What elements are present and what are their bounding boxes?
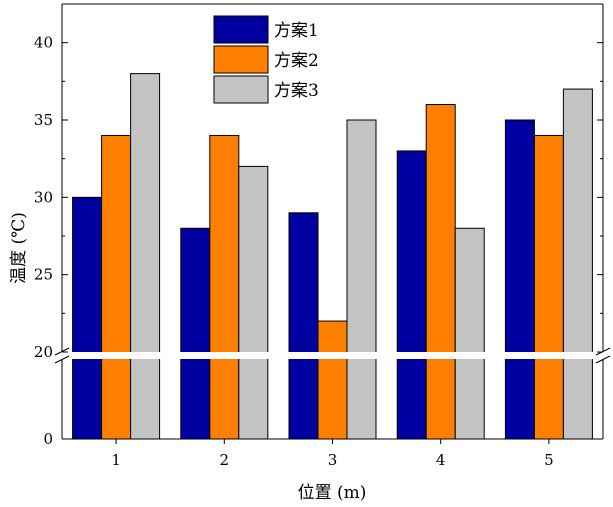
bar-方案1-1 (72, 196, 103, 440)
y-tick-label-20: 20 (34, 343, 53, 361)
bar-方案3-1 (130, 73, 161, 440)
y-axis-title: 温度 (℃) (9, 212, 29, 284)
bar-方案2-5 (533, 134, 564, 440)
bar-方案3-4 (454, 227, 485, 440)
bar-方案1-2 (180, 227, 211, 440)
break-mark-right-bottom (595, 355, 611, 364)
bar-方案1-5 (504, 119, 535, 440)
bar-方案2-1 (101, 134, 132, 440)
y-tick-label-30: 30 (34, 188, 53, 206)
bar-方案3-3 (346, 119, 377, 440)
x-tick-label-1: 1 (111, 451, 121, 469)
bar-方案1-3 (288, 212, 319, 440)
bars-layer (72, 73, 593, 440)
bar-方案3-5 (562, 88, 593, 440)
x-tick-label-4: 4 (436, 451, 446, 469)
x-tick-label-3: 3 (328, 451, 338, 469)
x-axis-title: 位置 (m) (298, 483, 367, 503)
legend-swatch-方案2 (213, 45, 269, 74)
bar-方案2-2 (209, 134, 240, 440)
y-tick-label-25: 25 (34, 266, 53, 284)
y-tick-label-35: 35 (34, 111, 53, 129)
bar-方案3-2 (238, 165, 269, 440)
x-tick-label-2: 2 (220, 451, 230, 469)
axis-break-gap (54, 352, 611, 359)
break-mark-left-bottom (54, 355, 70, 364)
legend-label-方案3: 方案3 (274, 81, 319, 101)
bar-方案2-3 (317, 320, 348, 440)
x-tick-label-5: 5 (544, 451, 554, 469)
legend-swatch-方案3 (213, 75, 269, 104)
legend: 方案1 方案2 方案3 (213, 15, 335, 107)
axes-layer: 20 25 30 35 40 0 1 2 3 4 5 (34, 3, 611, 469)
y-tick-label-40: 40 (34, 34, 53, 52)
y-tick-label-0: 0 (43, 430, 53, 448)
legend-label-方案1: 方案1 (274, 21, 319, 41)
bar-方案2-4 (425, 104, 456, 440)
legend-swatch-方案1 (213, 15, 269, 44)
bar-方案1-4 (396, 150, 427, 440)
legend-label-方案2: 方案2 (274, 51, 319, 71)
